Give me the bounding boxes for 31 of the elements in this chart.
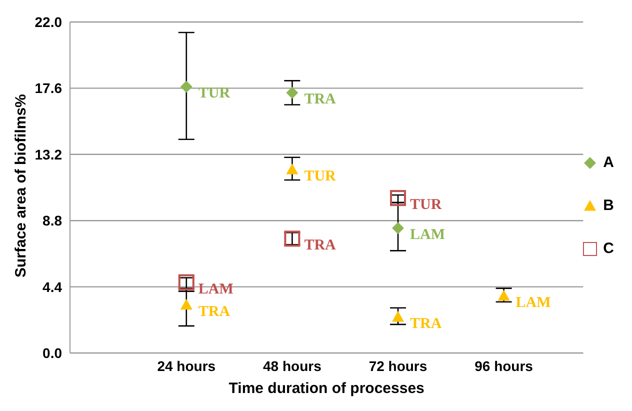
annotation: TUR xyxy=(304,168,336,184)
legend-label: B xyxy=(603,197,614,214)
y-tick-label: 8.8 xyxy=(42,212,62,229)
legend-label: C xyxy=(603,240,614,257)
point xyxy=(180,298,192,310)
annotation: TRA xyxy=(410,316,442,332)
point xyxy=(392,310,404,322)
annotation: LAM xyxy=(516,294,551,311)
annotation: TRA xyxy=(304,238,336,254)
point xyxy=(286,86,298,99)
x-tick-label: 72 hours xyxy=(368,358,428,374)
x-tick-label: 24 hours xyxy=(157,358,216,374)
annotation: TRA xyxy=(198,304,230,320)
x-tick-label: 48 hours xyxy=(263,358,322,374)
point xyxy=(286,163,298,174)
y-tick-label: 22.0 xyxy=(34,14,62,30)
annotation: TUR xyxy=(198,86,230,102)
y-tick-label: 4.4 xyxy=(42,278,62,295)
annotation: LAM xyxy=(410,227,445,244)
annotation: TUR xyxy=(410,197,442,214)
point xyxy=(392,222,404,234)
y-axis-title: Surface area of biofilms% xyxy=(12,94,30,278)
point xyxy=(180,80,192,93)
x-axis-title: Time duration of processes xyxy=(228,380,424,397)
legend-label: A xyxy=(603,154,614,171)
annotation: TRA xyxy=(304,92,336,108)
y-tick-label: 0.0 xyxy=(42,344,62,361)
x-tick-label: 96 hours xyxy=(474,358,534,374)
y-tick-label: 13.2 xyxy=(34,146,62,162)
point xyxy=(390,190,406,206)
y-tick-label: 17.6 xyxy=(34,80,62,96)
